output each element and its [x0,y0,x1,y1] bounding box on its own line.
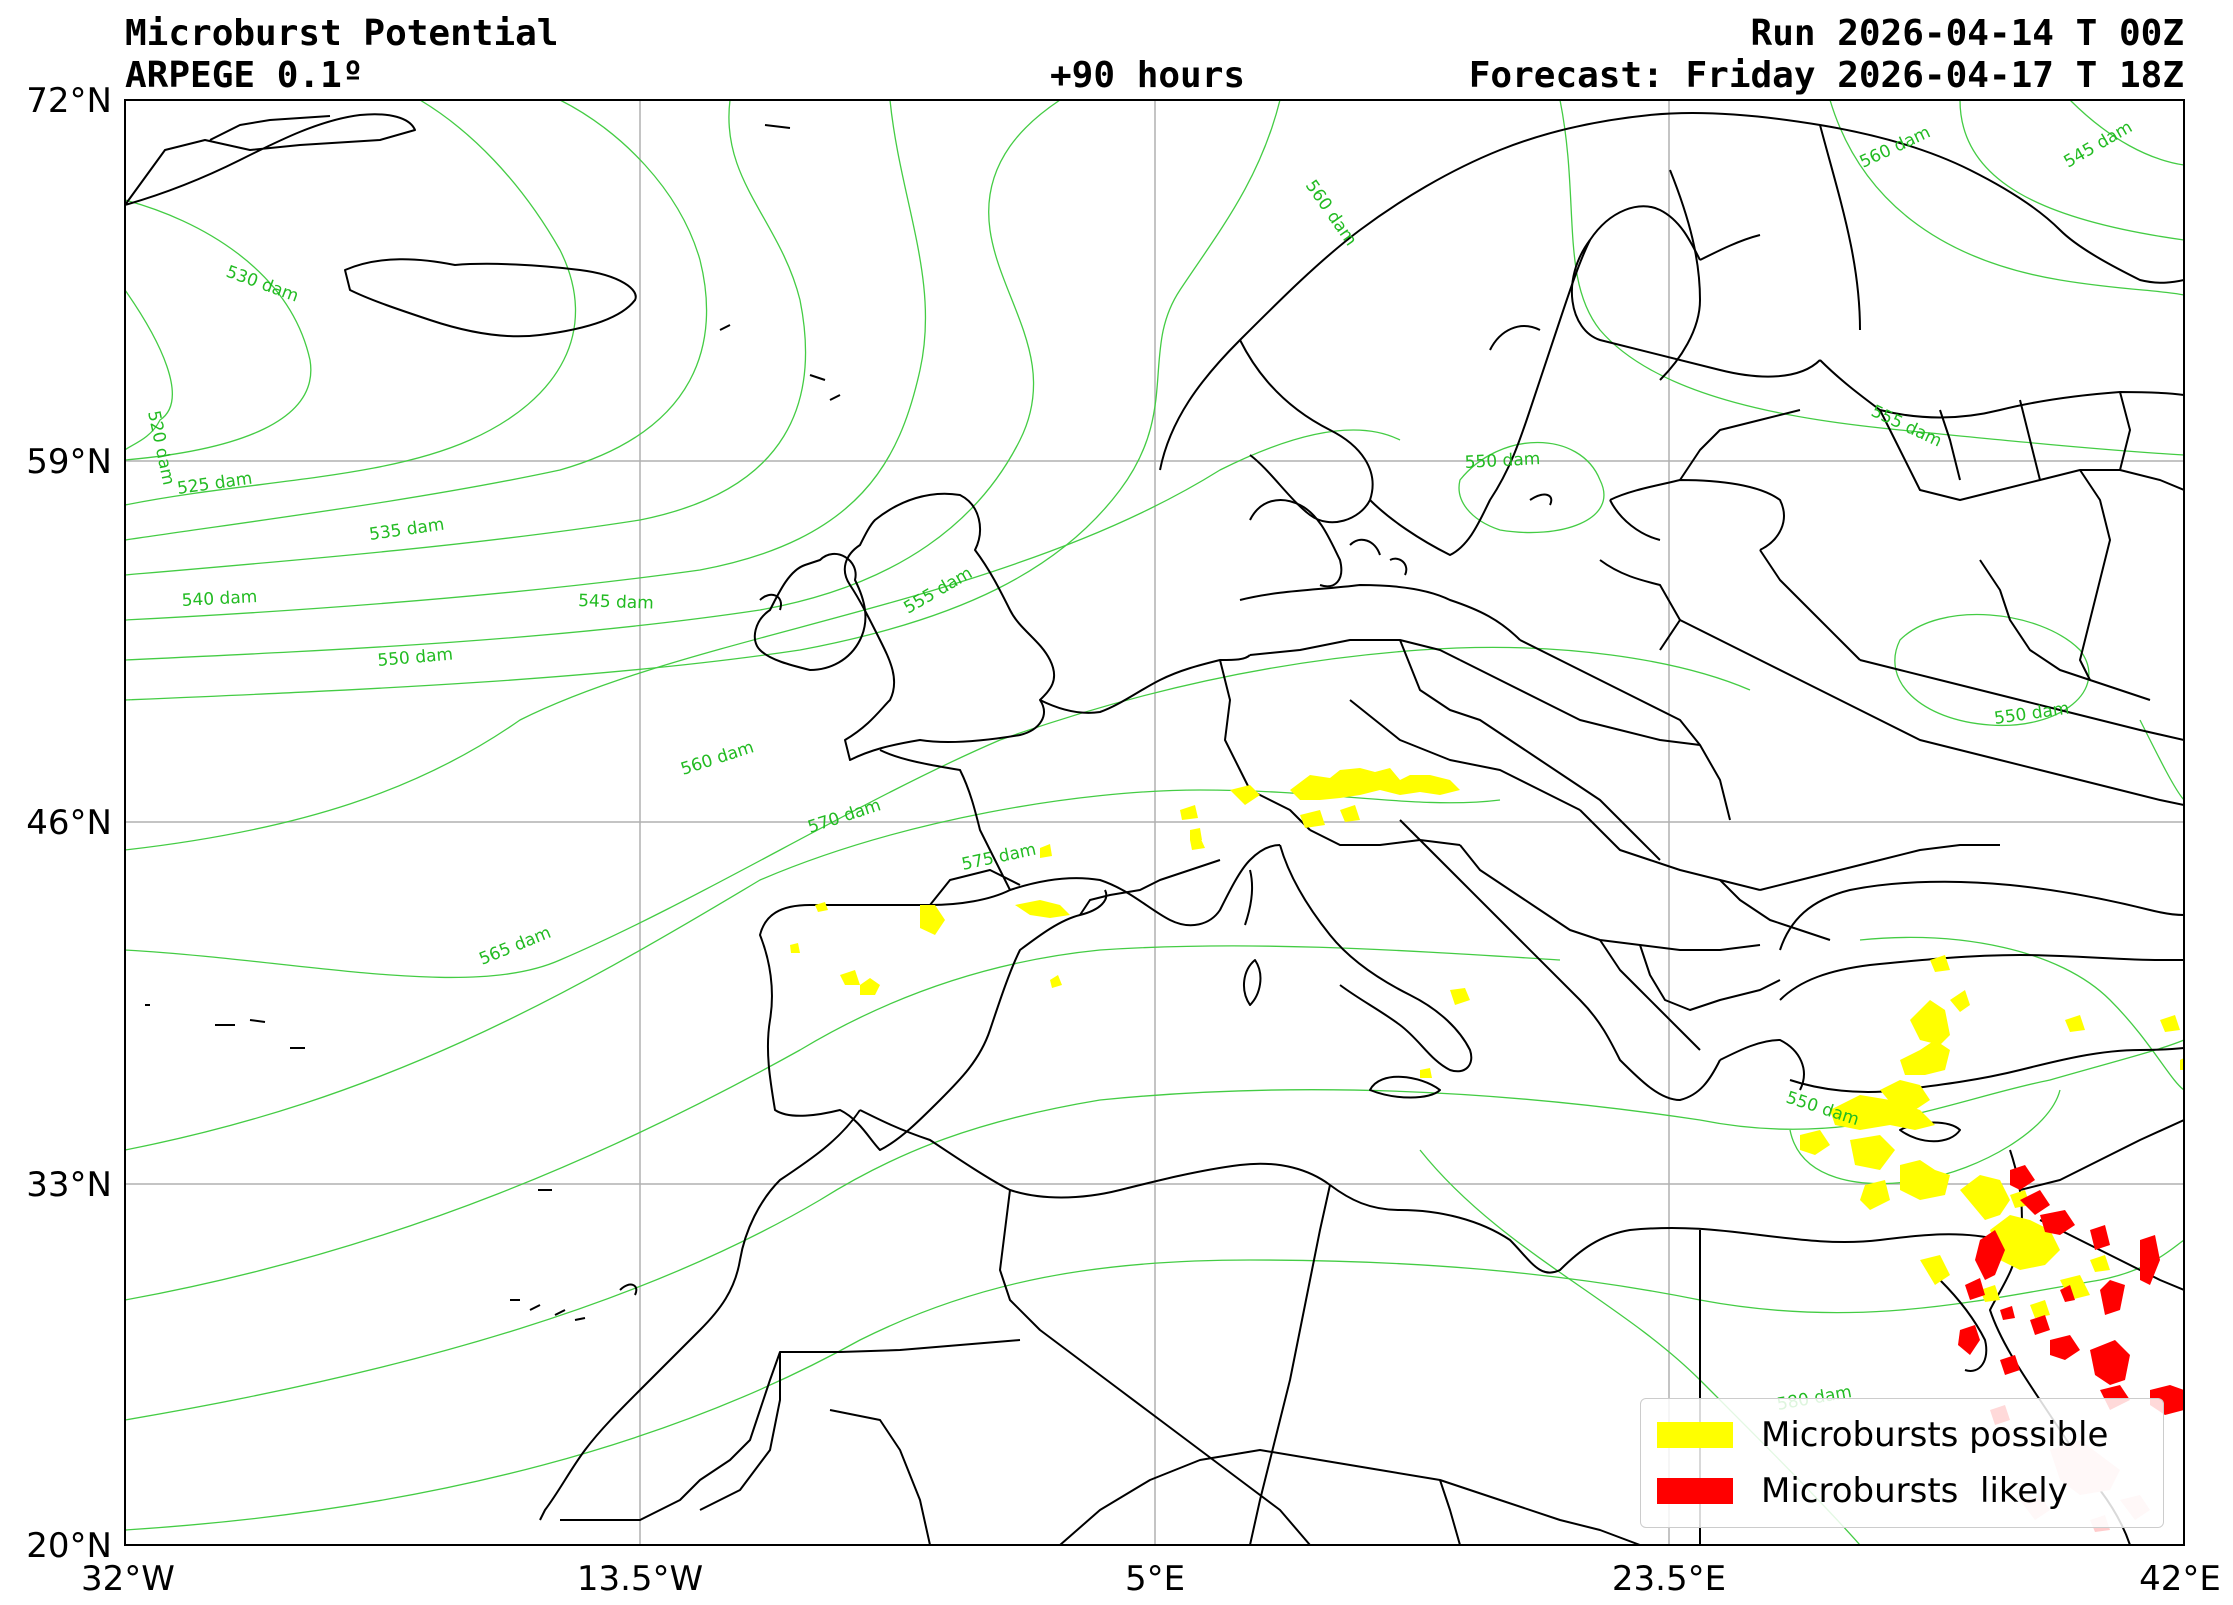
contour-label: 550 dam [1783,1088,1861,1130]
contour-label: 540 dam [181,587,258,611]
contour-label: 560 dam [1857,122,1934,172]
y-tick-label: 72°N [26,81,112,121]
contour-label: 535 dam [368,515,446,545]
y-tick-label: 20°N [26,1526,112,1566]
map-title: Microburst Potential [125,13,559,54]
map-frame [124,99,2185,1546]
legend-swatch-possible [1657,1422,1733,1448]
y-axis-ticks: 72°N 59°N 46°N 33°N 20°N [26,81,112,1566]
contour-label: 550 dam [1993,699,2071,729]
contour-label: 530 dam [223,262,301,307]
x-tick-label: 13.5°W [577,1559,703,1599]
y-tick-label: 46°N [26,803,112,843]
legend-label-likely: Microbursts likely [1761,1471,2068,1511]
y-tick-label: 33°N [26,1165,112,1205]
contour-label: 525 dam [176,469,254,499]
contour-label: 520 dam [143,409,178,487]
contour-label: 565 dam [476,923,554,970]
contour-label: 555 dam [901,563,976,618]
microburst-possible-areas [790,768,2184,1318]
forecast-time: Forecast: Friday 2026-04-17 T 18Z [1468,55,2184,96]
contour-label: 550 dam [377,644,454,671]
contour-label: 555 dam [1868,401,1945,451]
x-tick-label: 32°W [81,1559,175,1599]
run-time: Run 2026-04-14 T 00Z [1750,13,2184,54]
x-axis-ticks: 32°W 13.5°W 5°E 23.5°E 42°E [81,1559,2221,1599]
contour-label: 550 dam [1464,449,1541,473]
contour-label: 545 dam [578,591,654,614]
contour-label: 570 dam [805,795,883,837]
legend: Microbursts possible Microbursts likely [1640,1398,2164,1528]
lead-time: +90 hours [1050,55,1246,96]
legend-item-likely: Microbursts likely [1657,1471,2068,1511]
x-tick-label: 42°E [2139,1559,2221,1599]
contour-label: 560 dam [1301,176,1361,249]
coastlines [125,112,2184,1545]
legend-item-possible: Microbursts possible [1657,1415,2108,1455]
legend-label-possible: Microbursts possible [1761,1415,2109,1455]
x-tick-label: 5°E [1125,1559,1185,1599]
x-tick-label: 23.5°E [1612,1559,1726,1599]
legend-swatch-likely [1657,1478,1733,1504]
graticule [125,100,2184,1545]
contour-label: 560 dam [678,737,756,779]
model-name: ARPEGE 0.1º [125,55,364,96]
y-tick-label: 59°N [26,442,112,482]
